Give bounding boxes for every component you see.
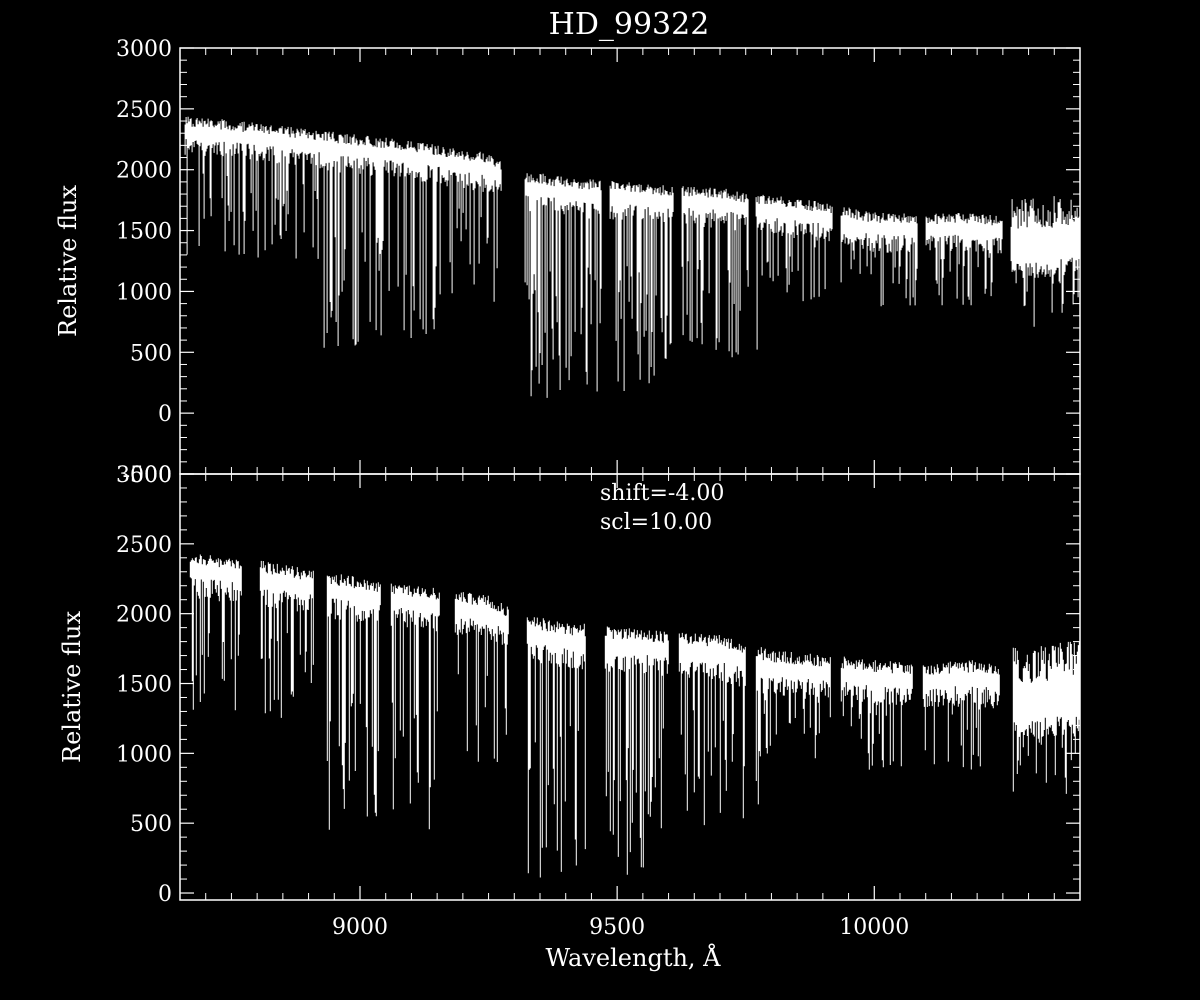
top-y-tick-label: 0 bbox=[158, 402, 172, 427]
bottom-y-tick-label: 500 bbox=[130, 812, 172, 837]
top-axis-ticks: -500 0 500 1000 1500 2000 2500 3000 bbox=[116, 37, 1081, 488]
top-y-tick-label: 1000 bbox=[116, 280, 172, 305]
top-y-tick-label: 500 bbox=[130, 341, 172, 366]
bottom-x-tick-label: 9500 bbox=[589, 915, 645, 940]
top-y-tick-label: 2500 bbox=[116, 98, 172, 123]
bottom-y-tick-label: 1000 bbox=[116, 742, 172, 767]
top-plot-frame bbox=[179, 47, 1081, 475]
bottom-y-tick-label: 0 bbox=[158, 882, 172, 907]
top-y-tick-label: 1500 bbox=[116, 220, 172, 245]
shift-annotation: shift=-4.00 bbox=[600, 481, 724, 506]
scale-annotation: scl=10.00 bbox=[600, 510, 712, 535]
bottom-spectrum-series bbox=[189, 554, 1080, 878]
top-y-tick-label: 2000 bbox=[116, 159, 172, 184]
bottom-y-tick-label: 2000 bbox=[116, 603, 172, 628]
figure-title: HD_99322 bbox=[549, 7, 710, 42]
bottom-y-tick-label: 3000 bbox=[116, 463, 172, 488]
bottom-plot-frame bbox=[179, 473, 1081, 901]
top-y-tick-label: 3000 bbox=[116, 37, 172, 62]
top-spectrum-line bbox=[184, 116, 1080, 398]
bottom-y-tick-label: 1500 bbox=[116, 673, 172, 698]
top-y-tick-label: -500 bbox=[123, 463, 172, 488]
bottom-y-tick-label: 2500 bbox=[116, 533, 172, 558]
bottom-spectrum-line bbox=[189, 554, 1080, 878]
bottom-x-tick-label: 9000 bbox=[332, 915, 388, 940]
bottom-panel: 0 500 1000 1500 2000 2500 3000 9000 9500 10000 Re… bbox=[58, 463, 1081, 972]
top-panel: -500 0 500 1000 1500 2000 2500 3000 Relative fl… bbox=[54, 37, 1081, 488]
x-axis-label: Wavelength, Å bbox=[545, 943, 721, 972]
bottom-y-axis-label: Relative flux bbox=[58, 611, 86, 763]
bottom-axis-ticks: 0 500 1000 1500 2000 2500 3000 9000 9500 10000 bbox=[116, 463, 1081, 940]
top-spectrum-series bbox=[184, 116, 1080, 398]
top-y-axis-label: Relative flux bbox=[54, 185, 82, 337]
bottom-x-tick-label: 10000 bbox=[839, 915, 909, 940]
